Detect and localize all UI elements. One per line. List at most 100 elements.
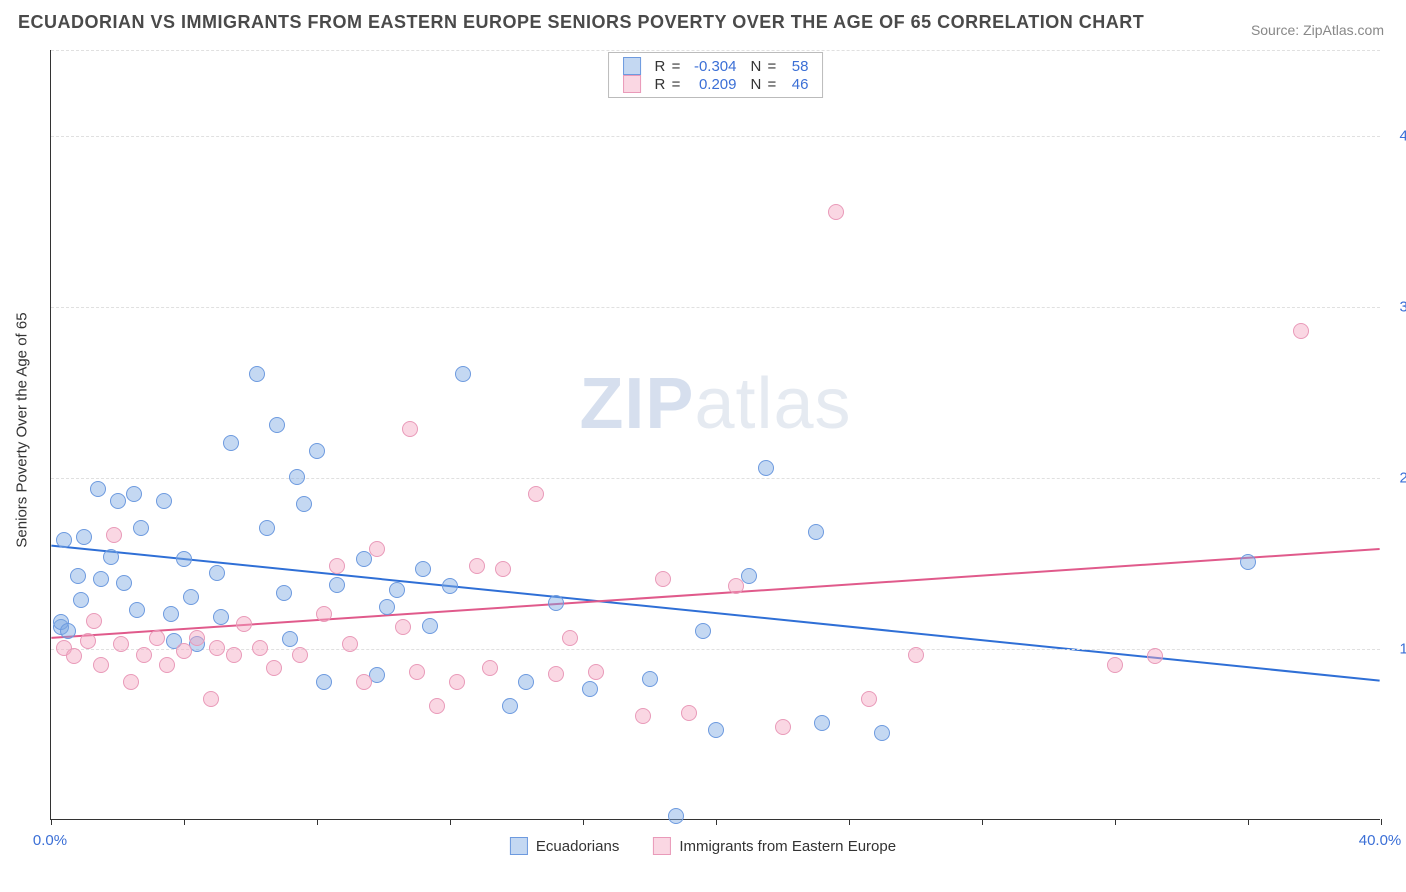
swatch-ecuadorians <box>510 837 528 855</box>
n-label: N <box>751 76 762 93</box>
x-tick <box>982 819 983 825</box>
data-point <box>209 640 225 656</box>
data-point <box>681 705 697 721</box>
n-value-eeu: 46 <box>780 76 808 93</box>
data-point <box>156 493 172 509</box>
watermark-atlas: atlas <box>694 364 851 444</box>
data-point <box>252 640 268 656</box>
legend-item-ecuadorians: Ecuadorians <box>510 837 619 855</box>
data-point <box>316 674 332 690</box>
data-point <box>56 532 72 548</box>
data-point <box>642 671 658 687</box>
x-tick <box>450 819 451 825</box>
data-point <box>163 606 179 622</box>
data-point <box>369 541 385 557</box>
data-point <box>60 623 76 639</box>
data-point <box>548 595 564 611</box>
data-point <box>66 648 82 664</box>
r-label: R <box>655 58 666 75</box>
data-point <box>80 633 96 649</box>
data-point <box>1240 554 1256 570</box>
x-tick <box>1381 819 1382 825</box>
watermark: ZIPatlas <box>579 363 851 445</box>
data-point <box>136 647 152 663</box>
data-point <box>741 568 757 584</box>
data-point <box>442 578 458 594</box>
data-point <box>86 613 102 629</box>
r-value-ecuadorians: -0.304 <box>685 58 737 75</box>
plot-area: ZIPatlas R = -0.304 N = 58 R = 0.209 <box>50 50 1380 820</box>
data-point <box>389 582 405 598</box>
data-point <box>189 630 205 646</box>
trend-line <box>51 546 1379 681</box>
data-point <box>695 623 711 639</box>
data-point <box>176 643 192 659</box>
data-point <box>213 609 229 625</box>
watermark-zip: ZIP <box>579 364 694 444</box>
data-point <box>159 657 175 673</box>
data-point <box>455 366 471 382</box>
trend-lines <box>51 50 1380 819</box>
data-point <box>655 571 671 587</box>
data-point <box>908 647 924 663</box>
data-point <box>518 674 534 690</box>
gridline <box>51 136 1380 137</box>
legend-item-eeu: Immigrants from Eastern Europe <box>653 837 896 855</box>
x-tick <box>1115 819 1116 825</box>
eq-sign: = <box>768 58 777 75</box>
correlation-legend: R = -0.304 N = 58 R = 0.209 N = 46 <box>608 52 824 98</box>
data-point <box>176 551 192 567</box>
data-point <box>76 529 92 545</box>
data-point <box>329 577 345 593</box>
data-point <box>316 606 332 622</box>
data-point <box>874 725 890 741</box>
data-point <box>93 571 109 587</box>
data-point <box>415 561 431 577</box>
y-tick-label: 20.0% <box>1399 469 1406 486</box>
data-point <box>728 578 744 594</box>
data-point <box>548 666 564 682</box>
data-point <box>93 657 109 673</box>
data-point <box>356 551 372 567</box>
data-point <box>282 631 298 647</box>
data-point <box>449 674 465 690</box>
data-point <box>342 636 358 652</box>
gridline <box>51 50 1380 51</box>
data-point <box>133 520 149 536</box>
data-point <box>110 493 126 509</box>
data-point <box>469 558 485 574</box>
y-tick-label: 10.0% <box>1399 640 1406 657</box>
legend-label-eeu: Immigrants from Eastern Europe <box>679 838 896 855</box>
data-point <box>129 602 145 618</box>
x-tick <box>1248 819 1249 825</box>
eq-sign: = <box>768 76 777 93</box>
data-point <box>73 592 89 608</box>
x-tick <box>317 819 318 825</box>
data-point <box>209 565 225 581</box>
y-axis-title: Seniors Poverty Over the Age of 65 <box>14 312 31 547</box>
eq-sign: = <box>672 58 681 75</box>
gridline <box>51 307 1380 308</box>
data-point <box>582 681 598 697</box>
x-tick <box>583 819 584 825</box>
data-point <box>309 443 325 459</box>
data-point <box>828 204 844 220</box>
r-label: R <box>655 76 666 93</box>
data-point <box>808 524 824 540</box>
data-point <box>113 636 129 652</box>
x-tick <box>716 819 717 825</box>
data-point <box>814 715 830 731</box>
legend-row-eeu: R = 0.209 N = 46 <box>623 75 809 93</box>
data-point <box>292 647 308 663</box>
data-point <box>269 417 285 433</box>
data-point <box>116 575 132 591</box>
data-point <box>395 619 411 635</box>
data-point <box>379 599 395 615</box>
x-tick-label: 40.0% <box>1359 832 1402 849</box>
data-point <box>356 674 372 690</box>
data-point <box>402 421 418 437</box>
data-point <box>106 527 122 543</box>
data-point <box>90 481 106 497</box>
data-point <box>528 486 544 502</box>
gridline <box>51 478 1380 479</box>
